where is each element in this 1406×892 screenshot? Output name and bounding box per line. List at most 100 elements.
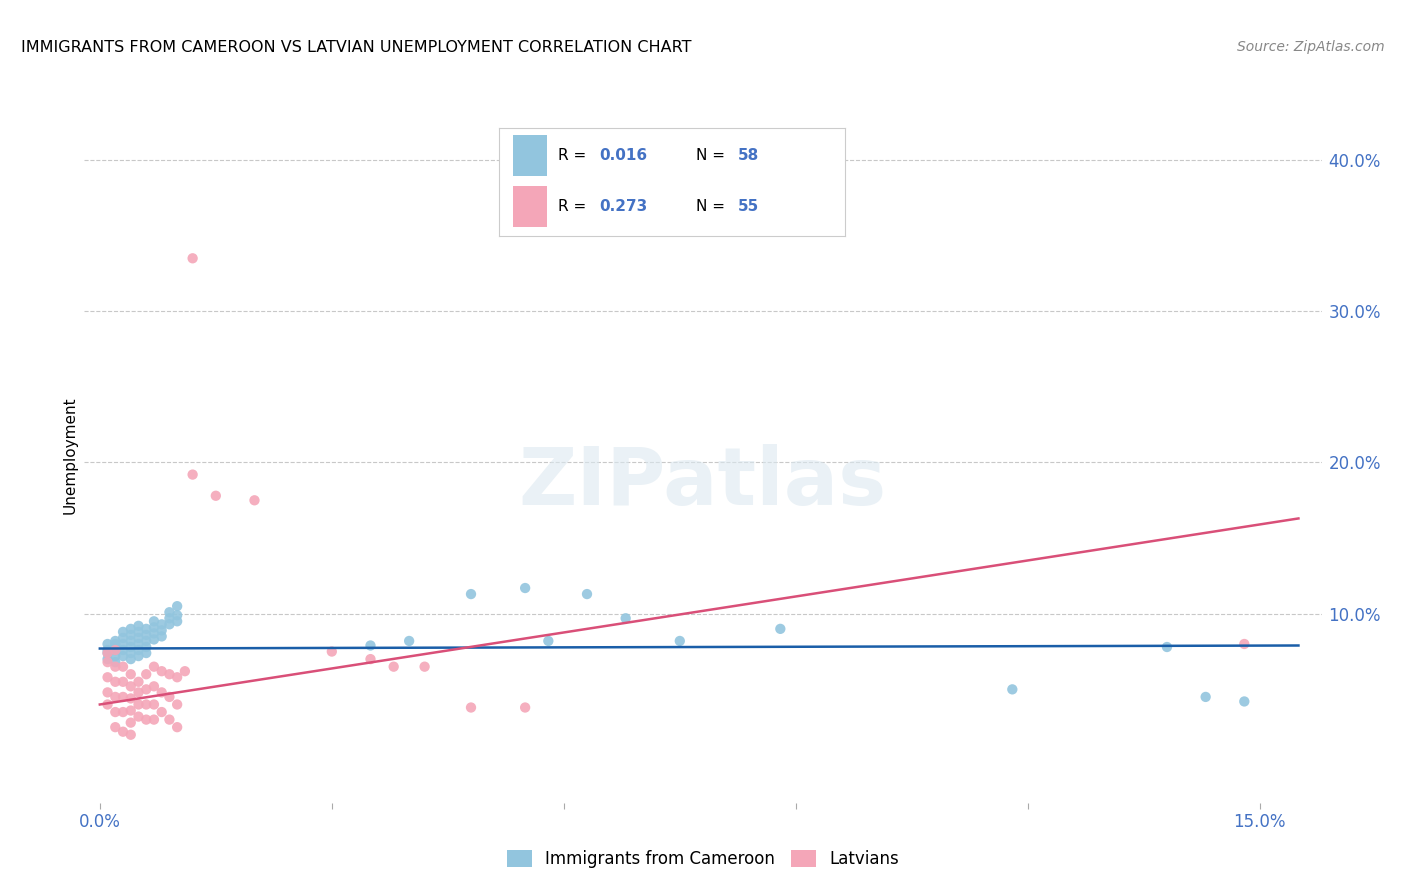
Point [128, 624, 150, 639]
Point [104, 655, 127, 669]
Point [150, 705, 173, 719]
Point [112, 705, 135, 719]
Point [143, 679, 166, 693]
Point [159, 611, 181, 625]
Point [128, 709, 150, 723]
Point [321, 644, 343, 658]
Point [97, 646, 120, 660]
Point [515, 581, 537, 595]
Point [104, 640, 127, 654]
Point [143, 632, 166, 647]
Point [166, 608, 188, 623]
Point [120, 652, 142, 666]
Point [159, 667, 181, 681]
Point [159, 713, 181, 727]
Point [669, 634, 692, 648]
Point [135, 628, 157, 642]
Point [143, 698, 166, 712]
Point [166, 615, 188, 629]
Point [128, 685, 150, 699]
Point [112, 690, 135, 704]
Point [135, 622, 157, 636]
Point [537, 634, 560, 648]
Point [243, 493, 266, 508]
Point [143, 615, 166, 629]
Point [97, 685, 120, 699]
Point [120, 628, 142, 642]
Point [97, 655, 120, 669]
Point [104, 634, 127, 648]
Point [128, 674, 150, 689]
Point [120, 640, 142, 654]
Point [135, 698, 157, 712]
Point [159, 605, 181, 619]
Point [135, 682, 157, 697]
Point [150, 685, 173, 699]
Text: ZIPatlas: ZIPatlas [519, 443, 887, 522]
Point [120, 646, 142, 660]
Point [120, 704, 142, 718]
Point [120, 715, 142, 730]
Point [143, 713, 166, 727]
Point [128, 619, 150, 633]
Point [1195, 690, 1218, 704]
Point [120, 667, 142, 681]
Point [150, 624, 173, 638]
Point [135, 667, 157, 681]
Point [104, 643, 127, 657]
Point [128, 698, 150, 712]
Point [1233, 694, 1256, 708]
Point [360, 652, 382, 666]
Point [135, 640, 157, 654]
Point [398, 634, 420, 648]
Point [135, 646, 157, 660]
Point [112, 724, 135, 739]
Point [382, 659, 405, 673]
Point [181, 252, 204, 266]
Point [112, 631, 135, 645]
Text: Source: ZipAtlas.com: Source: ZipAtlas.com [1237, 40, 1385, 54]
Text: IMMIGRANTS FROM CAMEROON VS LATVIAN UNEMPLOYMENT CORRELATION CHART: IMMIGRANTS FROM CAMEROON VS LATVIAN UNEM… [21, 40, 692, 55]
Point [150, 617, 173, 632]
Point [515, 700, 537, 714]
Point [413, 659, 436, 673]
Point [112, 624, 135, 639]
Point [360, 639, 382, 653]
Point [128, 649, 150, 664]
Point [166, 599, 188, 614]
Point [135, 634, 157, 648]
Point [143, 626, 166, 640]
Point [143, 659, 166, 673]
Point [112, 649, 135, 664]
Point [120, 728, 142, 742]
Point [104, 659, 127, 673]
Point [166, 720, 188, 734]
Point [97, 670, 120, 684]
Point [112, 637, 135, 651]
Point [112, 643, 135, 657]
Point [159, 617, 181, 632]
Point [104, 674, 127, 689]
Point [97, 643, 120, 657]
Point [97, 637, 120, 651]
Point [104, 720, 127, 734]
Point [769, 622, 792, 636]
Point [1001, 682, 1024, 697]
Point [460, 587, 482, 601]
Point [120, 634, 142, 648]
Point [97, 652, 120, 666]
Point [128, 643, 150, 657]
Point [120, 622, 142, 636]
Point [112, 659, 135, 673]
Point [112, 674, 135, 689]
Point [159, 690, 181, 704]
Point [166, 698, 188, 712]
Point [205, 489, 228, 503]
Point [150, 629, 173, 643]
Point [128, 631, 150, 645]
Point [97, 646, 120, 660]
Point [576, 587, 599, 601]
Point [104, 637, 127, 651]
Point [97, 698, 120, 712]
Point [128, 637, 150, 651]
